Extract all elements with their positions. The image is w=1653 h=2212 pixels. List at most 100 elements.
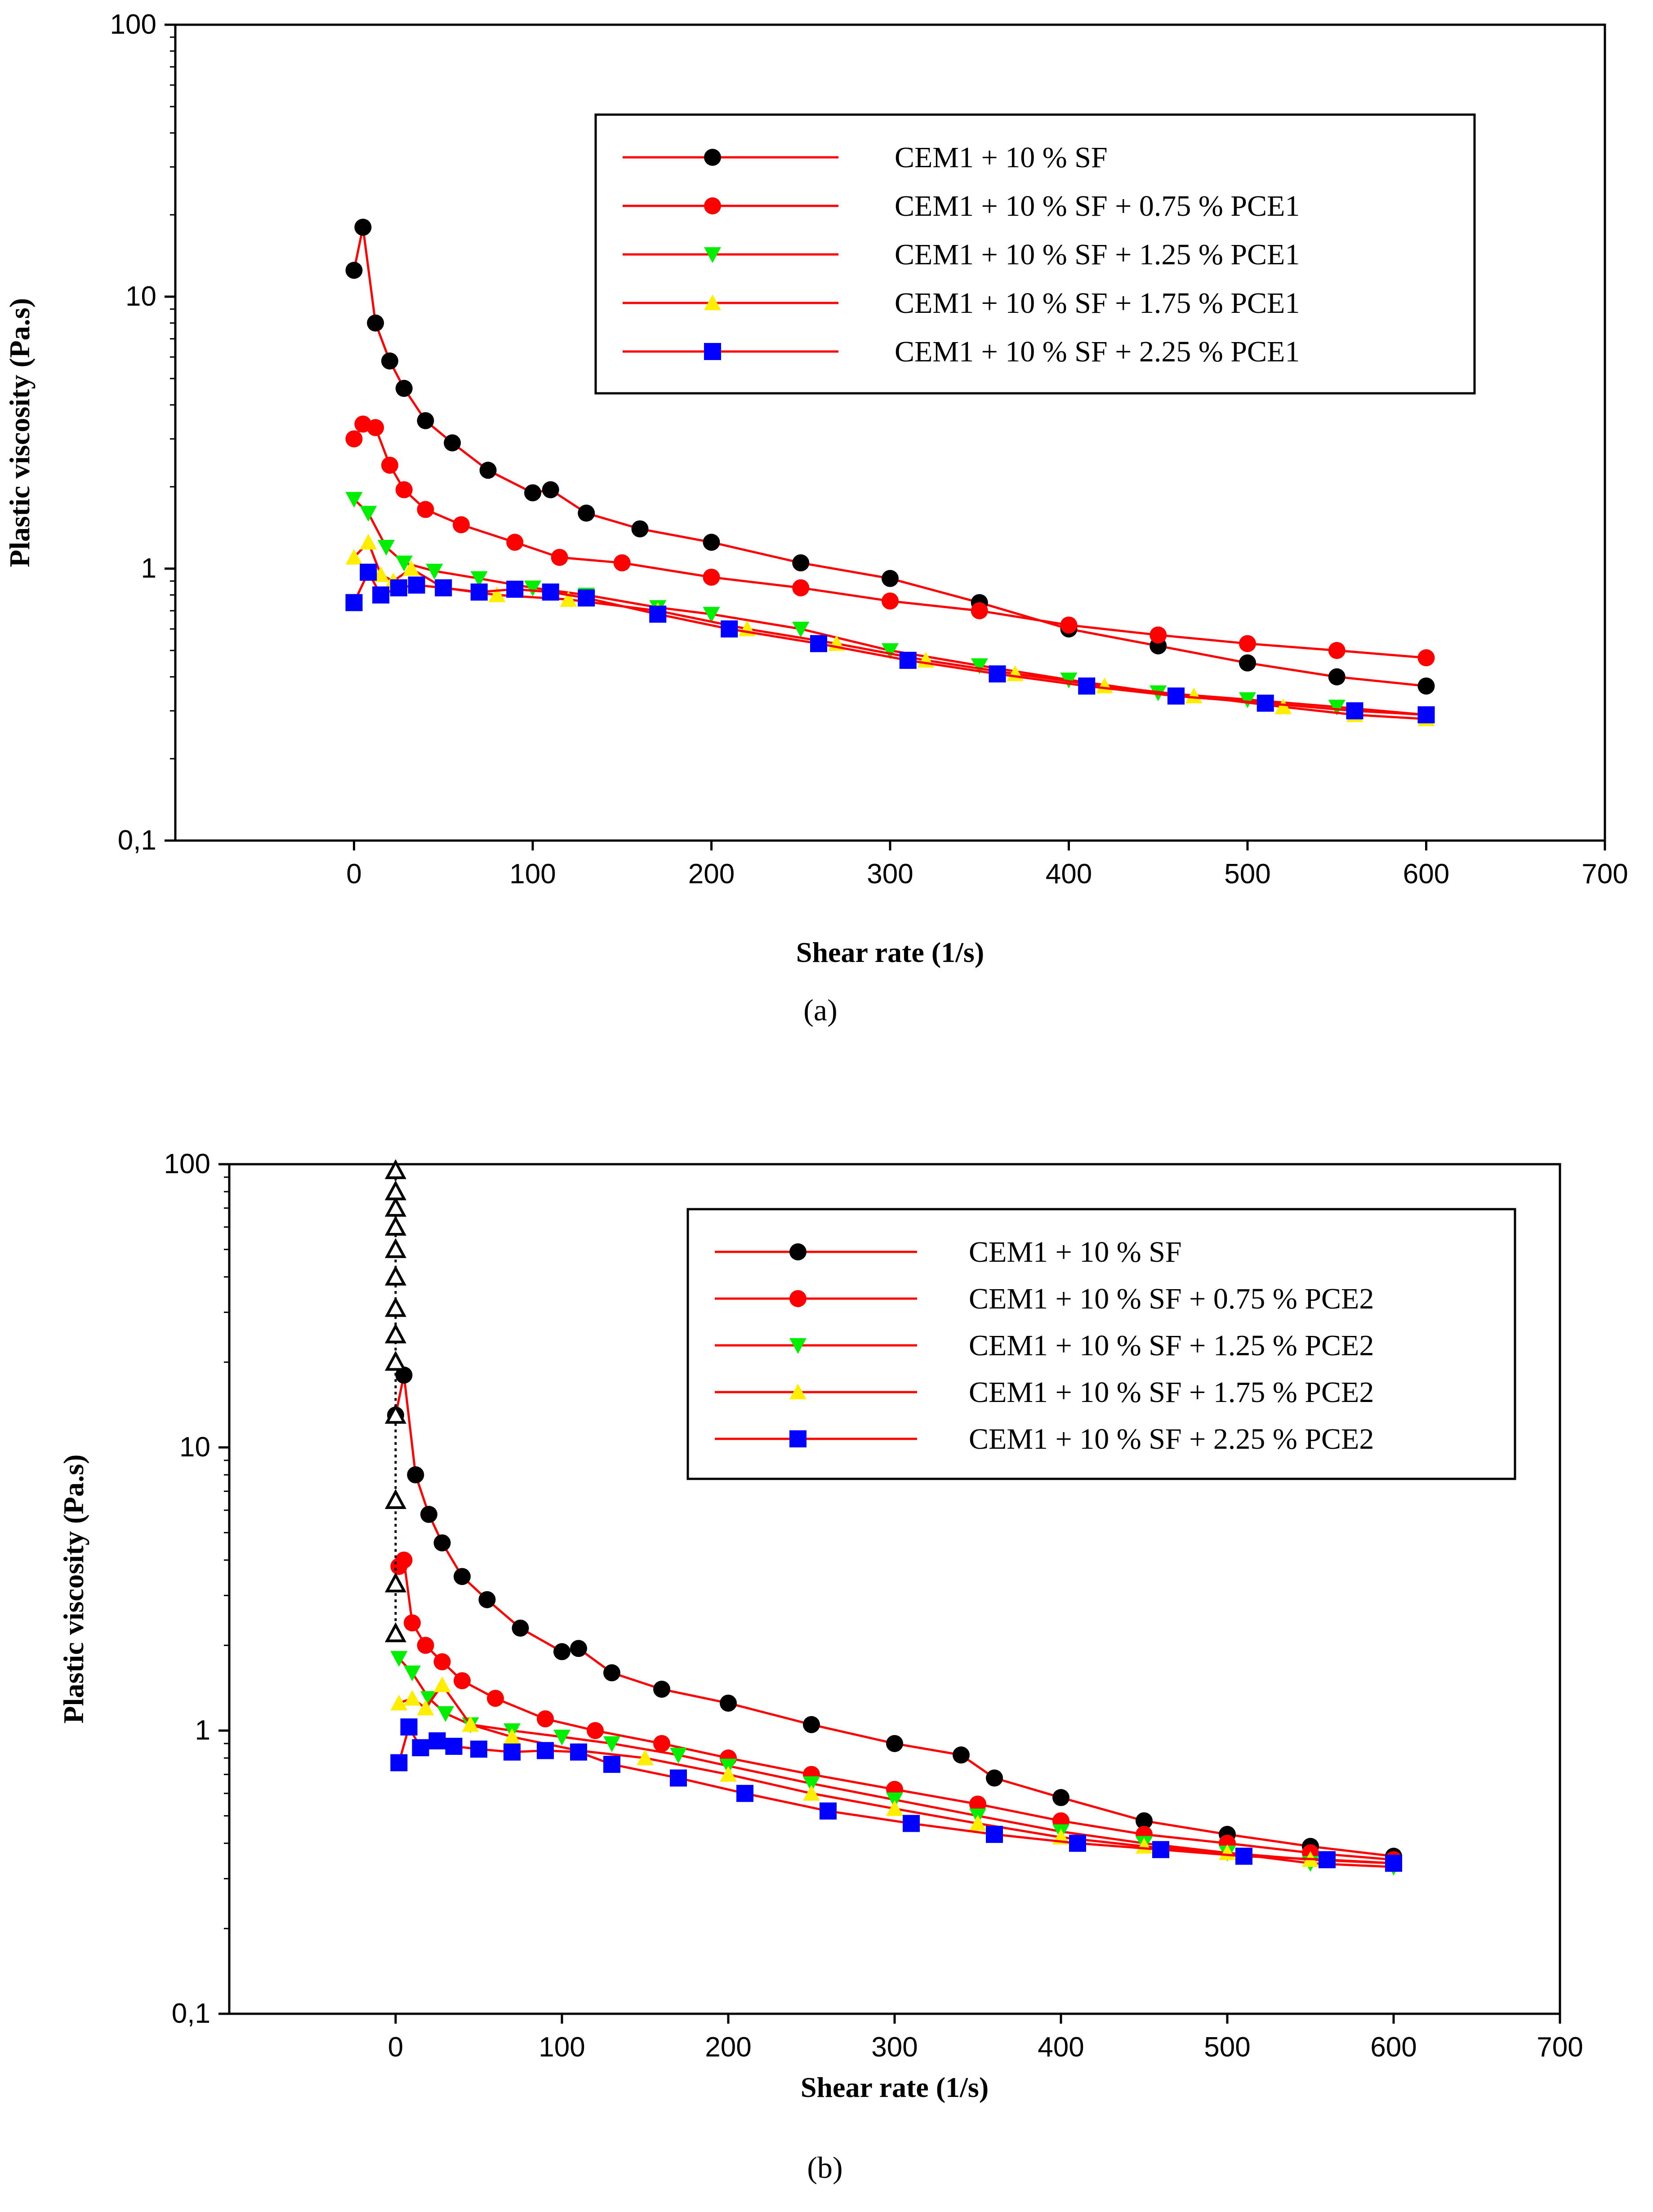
y-tick-label: 1	[195, 1715, 210, 1746]
data-point	[613, 554, 631, 572]
data-point	[542, 481, 559, 498]
data-point	[444, 434, 461, 452]
data-point	[372, 586, 390, 604]
y-tick-label: 100	[164, 1148, 210, 1179]
series-4	[390, 1718, 1402, 1872]
data-point	[384, 1238, 407, 1258]
data-point	[384, 1572, 407, 1593]
data-point	[953, 1746, 970, 1764]
data-point	[390, 1754, 408, 1771]
data-point	[537, 1742, 554, 1759]
data-point	[670, 1769, 687, 1787]
data-point	[603, 1736, 620, 1752]
y-tick-label: 1	[141, 553, 156, 584]
data-point	[384, 1215, 407, 1236]
data-point	[404, 1690, 421, 1706]
data-point	[736, 1785, 753, 1802]
data-point	[1417, 649, 1435, 667]
data-point	[1239, 692, 1256, 708]
data-point	[1136, 1812, 1153, 1829]
chart-panel-a: 0 100 200 300 400 500 600 700 0,1 1 10 100 Shear rat…	[4, 9, 1628, 1027]
legend-entry: CEM1 + 10 % SF + 2.25 % PCE1	[895, 335, 1300, 368]
legend-entry: CEM1 + 10 % SF + 1.75 % PCE2	[969, 1376, 1374, 1409]
data-point	[417, 1637, 434, 1654]
data-point	[420, 1506, 437, 1523]
data-point	[367, 314, 384, 332]
x-tick-label: 300	[867, 859, 913, 890]
data-point	[578, 589, 595, 607]
data-point	[542, 583, 559, 601]
data-point	[407, 1466, 424, 1484]
panel-label: (b)	[807, 2150, 842, 2185]
data-point	[412, 1739, 429, 1757]
legend-entry: CEM1 + 10 % SF	[895, 141, 1108, 174]
series-0	[345, 218, 1435, 695]
data-point	[479, 462, 497, 479]
data-point	[435, 579, 452, 596]
data-point	[803, 1776, 820, 1792]
data-point	[384, 1622, 407, 1642]
data-point	[1185, 687, 1203, 703]
x-tick-label: 100	[509, 859, 556, 890]
data-point	[1235, 1847, 1252, 1865]
legend: CEM1 + 10 % SF CEM1 + 10 % SF + 0.75 % PC…	[594, 113, 1476, 395]
data-point	[537, 1710, 554, 1727]
x-tick-label: 400	[1038, 2032, 1084, 2063]
data-point	[384, 1489, 407, 1509]
data-point	[395, 481, 413, 498]
data-point	[512, 1620, 529, 1637]
data-point	[653, 1735, 670, 1752]
data-point	[437, 1706, 454, 1722]
legend-entry: CEM1 + 10 % SF + 1.75 % PCE1	[895, 287, 1300, 320]
data-point	[395, 1551, 413, 1569]
data-point	[470, 1740, 487, 1758]
x-tick-label: 200	[705, 2032, 751, 2063]
legend-marker	[704, 197, 721, 214]
legend: CEM1 + 10 % SF CEM1 + 10 % SF + 0.75 % PC…	[686, 1208, 1516, 1480]
data-point	[470, 571, 488, 587]
data-point	[553, 1729, 570, 1746]
x-axis-title: Shear rate (1/s)	[801, 2071, 989, 2103]
data-point	[1328, 642, 1346, 659]
data-point	[454, 1672, 471, 1690]
data-point	[384, 1297, 407, 1317]
data-point	[503, 1728, 521, 1745]
data-point	[989, 665, 1006, 683]
data-point	[792, 579, 810, 596]
data-point	[478, 1591, 496, 1608]
data-point	[1256, 694, 1274, 712]
legend-marker	[789, 1338, 806, 1354]
data-point	[986, 1769, 1003, 1787]
legend-marker	[704, 294, 721, 311]
legend-marker	[789, 1384, 806, 1400]
legend-entry: CEM1 + 10 % SF	[969, 1236, 1182, 1268]
data-point	[395, 1366, 413, 1384]
x-tick-label: 500	[1224, 859, 1270, 890]
data-point	[1239, 654, 1256, 672]
chart-panel-b: 0 100 200 300 400 500 600 700 0,1 1 10 100 Shear rat…	[58, 1148, 1583, 2185]
data-point	[395, 380, 413, 397]
data-point	[631, 520, 649, 538]
x-tick-label: 700	[1582, 859, 1628, 890]
legend-box	[686, 1208, 1516, 1480]
x-tick-label: 0	[388, 2032, 403, 2063]
y-tick-label: 0,1	[172, 1998, 210, 2029]
data-point	[470, 583, 488, 601]
data-point	[524, 580, 541, 596]
y-axis-title: Plastic viscosity (Pa.s)	[58, 1455, 89, 1724]
data-point	[803, 1785, 820, 1801]
legend-marker	[789, 1243, 806, 1260]
series-4	[345, 564, 1435, 724]
data-point	[1152, 1841, 1169, 1858]
data-point	[649, 605, 667, 623]
data-point	[882, 643, 899, 659]
data-point	[408, 576, 425, 594]
series-2	[390, 1651, 1402, 1876]
data-point	[1239, 635, 1256, 652]
data-point	[899, 652, 917, 669]
data-point	[445, 1737, 463, 1755]
data-point	[503, 1743, 521, 1761]
data-point	[360, 506, 377, 522]
data-point	[971, 602, 988, 619]
data-point	[384, 1403, 407, 1424]
